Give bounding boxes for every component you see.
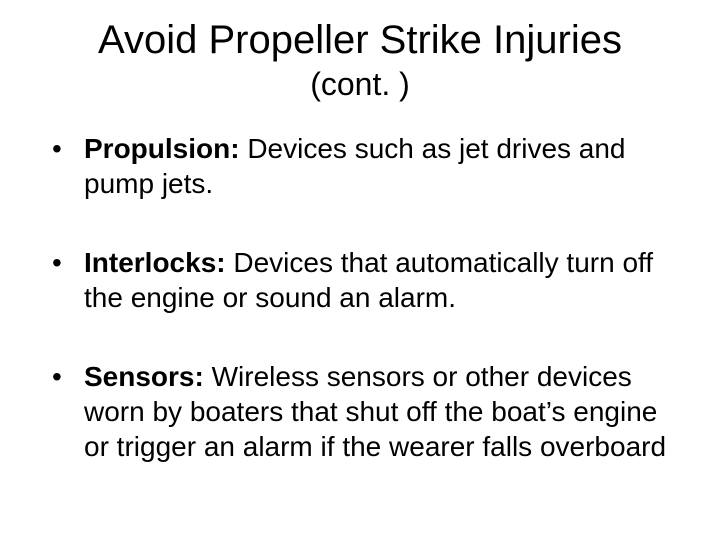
term-label: Interlocks: [84, 247, 233, 278]
list-item: Propulsion: Devices such as jet drives a… [46, 131, 680, 201]
term-label: Propulsion: [84, 133, 247, 164]
slide-subtitle: (cont. ) [40, 66, 680, 103]
slide: Avoid Propeller Strike Injuries (cont. )… [0, 0, 720, 540]
list-item: Interlocks: Devices that automatically t… [46, 245, 680, 315]
slide-title: Avoid Propeller Strike Injuries [40, 18, 680, 62]
bullet-list: Propulsion: Devices such as jet drives a… [40, 131, 680, 464]
list-item: Sensors: Wireless sensors or other devic… [46, 359, 680, 464]
term-label: Sensors: [84, 361, 212, 392]
